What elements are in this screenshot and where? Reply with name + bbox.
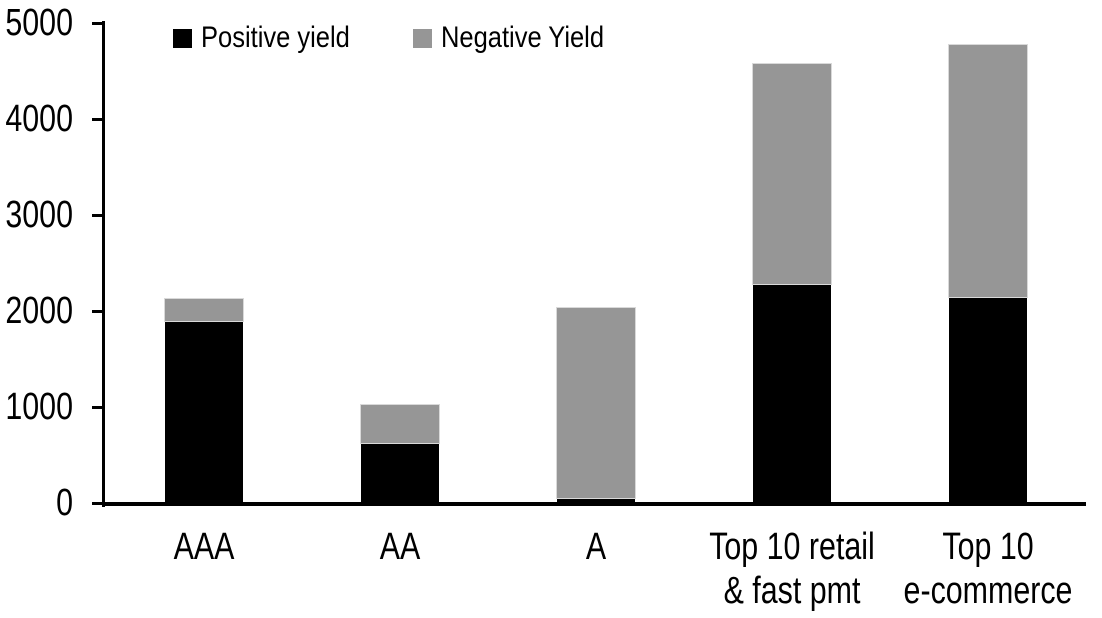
bar-top-10-retail-fast-pmt-negative-yield [752,63,832,286]
legend-item-positive-yield: Positive yield [173,19,376,57]
y-axis-tick-0 [92,501,103,505]
y-axis-line [102,21,105,507]
legend-label-negative-yield: Negative Yield [441,21,605,54]
legend-swatch-positive-yield [173,28,192,48]
y-axis-tick-label-1000: 1000 [5,386,73,428]
x-axis-label-aa: AA [379,526,421,568]
y-axis-tick-2000 [92,309,103,313]
y-axis-tick-label-3000: 3000 [5,194,73,236]
plot-area: 0 1000 2000 3000 4000 5000 AAA AA A Top 10 retail… [5,3,1086,612]
x-axis-label-aaa: AAA [173,526,235,568]
y-axis-tick-label-5000: 5000 [5,2,73,44]
x-axis-label-top-10-retail-fast-pmt: Top 10 retail & fast pmt [709,526,875,612]
x-axis-line [102,502,1086,506]
y-axis-tick-1000 [92,405,103,409]
y-axis-tick-label-0: 0 [56,482,73,524]
legend-item-negative-yield: Negative Yield [413,19,633,57]
legend-swatch-negative-yield [413,28,432,48]
y-axis-tick-label-2000: 2000 [5,290,73,332]
y-axis-tick-label-4000: 4000 [5,98,73,140]
y-axis-tick-3000 [92,213,103,217]
y-axis-tick-4000 [92,117,103,121]
bar-aaa-negative-yield [164,297,244,322]
bar-a-positive-yield [557,498,635,503]
bar-a-negative-yield [556,307,636,500]
x-axis-label-a: A [585,526,607,568]
bar-aa-positive-yield [361,442,439,503]
bar-aa-negative-yield [360,404,440,444]
bar-aaa-positive-yield [165,320,243,503]
legend-label-positive-yield: Positive yield [201,21,350,54]
x-axis-label-top-10-e-commerce: Top 10 e-commerce [903,526,1073,612]
bar-top-10-retail-fast-pmt-positive-yield [753,284,831,503]
bar-top-10-e-commerce-negative-yield [948,44,1028,298]
bar-top-10-e-commerce-positive-yield [949,296,1027,503]
y-axis-tick-5000 [92,21,103,25]
